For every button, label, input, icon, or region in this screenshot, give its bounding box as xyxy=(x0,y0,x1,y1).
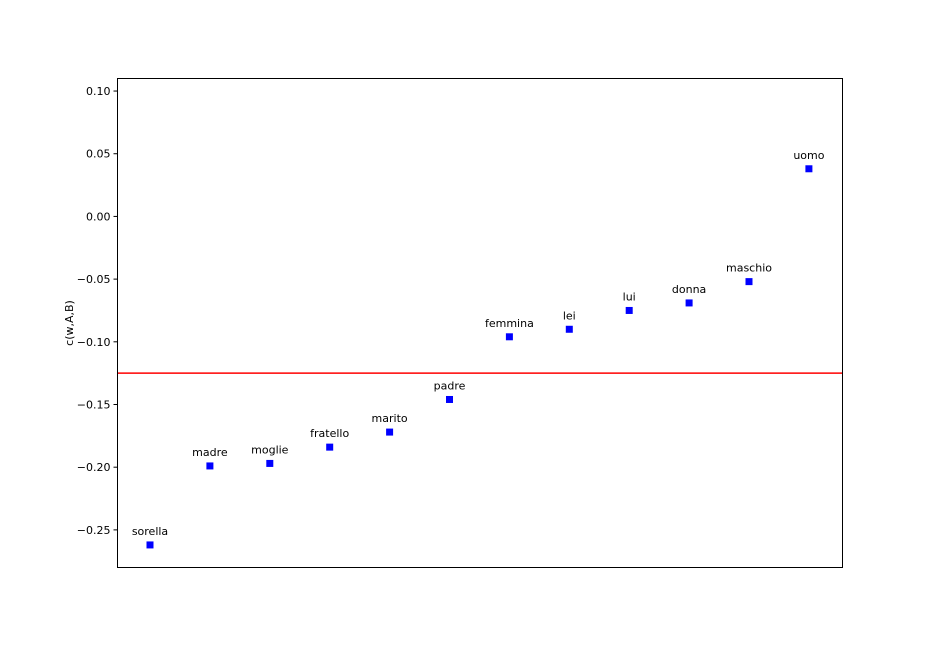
data-point-lei xyxy=(565,325,573,333)
point-label-maschio: maschio xyxy=(726,262,772,275)
y-tick-label: −0.05 xyxy=(77,273,111,286)
data-point-maschio xyxy=(745,278,753,286)
data-point-donna xyxy=(685,299,693,307)
y-axis-label: c(w,A,B) xyxy=(63,300,76,346)
plot-area: sorella madre moglie fratello marito padre fem… xyxy=(117,149,843,549)
y-tick-label: −0.10 xyxy=(77,336,111,349)
plot-frame xyxy=(117,78,843,568)
point-label-uomo: uomo xyxy=(793,149,824,162)
data-point-marito xyxy=(386,428,394,436)
y-tick-label: 0.10 xyxy=(86,85,111,98)
y-tick-label: −0.15 xyxy=(77,399,111,412)
point-label-marito: marito xyxy=(372,412,408,425)
y-axis: 0.10 0.05 0.00 −0.05 −0.10 −0.15 −0.20 −0.25 xyxy=(77,85,118,537)
y-tick-label: 0.05 xyxy=(86,148,111,161)
point-label-sorella: sorella xyxy=(132,525,168,538)
point-label-padre: padre xyxy=(434,379,466,392)
point-label-fratello: fratello xyxy=(310,427,349,440)
point-label-lei: lei xyxy=(563,309,576,322)
data-point-uomo xyxy=(805,165,813,173)
y-tick-label: −0.20 xyxy=(77,461,111,474)
point-label-madre: madre xyxy=(192,446,228,459)
data-point-sorella xyxy=(146,541,154,549)
data-point-moglie xyxy=(266,459,274,467)
point-label-femmina: femmina xyxy=(485,317,534,330)
point-label-moglie: moglie xyxy=(251,443,289,456)
data-point-femmina xyxy=(505,333,513,341)
data-point-lui xyxy=(625,306,633,314)
y-tick-label: −0.25 xyxy=(77,524,111,537)
point-label-donna: donna xyxy=(672,283,706,296)
data-point-madre xyxy=(206,462,214,470)
y-tick-label: 0.00 xyxy=(86,210,111,223)
data-point-padre xyxy=(446,395,453,403)
point-label-lui: lui xyxy=(623,290,636,303)
data-point-fratello xyxy=(326,443,334,451)
